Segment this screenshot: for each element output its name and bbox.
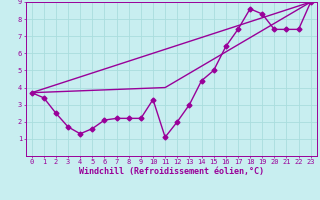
X-axis label: Windchill (Refroidissement éolien,°C): Windchill (Refroidissement éolien,°C): [79, 167, 264, 176]
